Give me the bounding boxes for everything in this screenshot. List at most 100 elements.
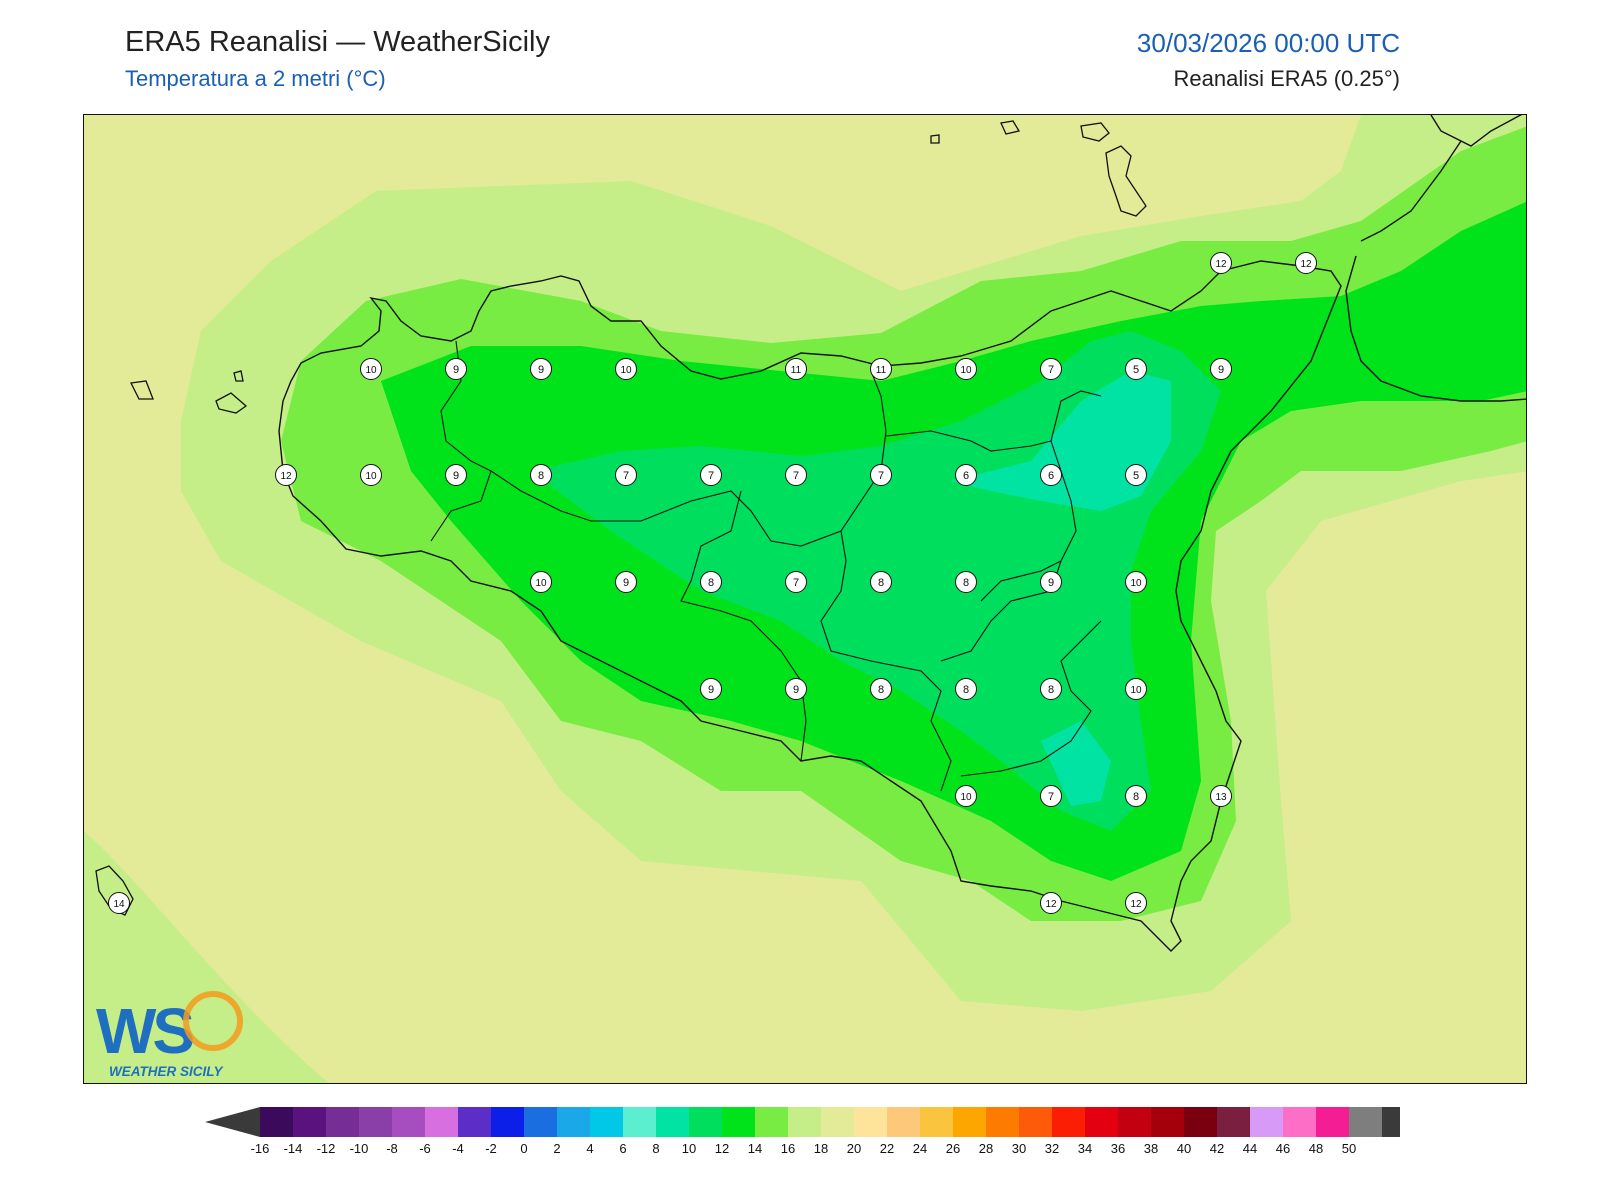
colorbar-segment xyxy=(1151,1107,1185,1137)
station-circle xyxy=(1125,785,1147,807)
station-value: 10 xyxy=(620,365,632,376)
station-value: 6 xyxy=(963,470,969,482)
station-marker: 10 xyxy=(360,358,382,380)
egadi-islands xyxy=(130,370,248,414)
station-value: 9 xyxy=(453,470,459,482)
colorbar-segment xyxy=(359,1107,393,1137)
station-circle xyxy=(700,571,722,593)
colorbar-tick-label: 18 xyxy=(814,1141,828,1156)
colorbar-segment xyxy=(722,1107,756,1137)
station-circle xyxy=(1040,892,1062,914)
station-circle xyxy=(1125,678,1147,700)
colorbar-tick-label: 20 xyxy=(847,1141,861,1156)
colorbar-segment xyxy=(986,1107,1020,1137)
colorbar-segment xyxy=(1349,1107,1383,1137)
station-marker: 9 xyxy=(530,358,552,380)
colorbar-segment xyxy=(887,1107,921,1137)
station-marker: 7 xyxy=(785,571,807,593)
colorbar-segment xyxy=(854,1107,888,1137)
colorbar-segment xyxy=(1250,1107,1284,1137)
colorbar-segment xyxy=(755,1107,789,1137)
station-marker: 5 xyxy=(1125,464,1147,486)
station-marker: 8 xyxy=(955,678,977,700)
station-circle xyxy=(1125,358,1147,380)
colorbar-segment xyxy=(623,1107,657,1137)
station-circle xyxy=(785,678,807,700)
colorbar-tick-label: -2 xyxy=(485,1141,497,1156)
station-circle xyxy=(955,358,977,380)
station-circle xyxy=(1125,464,1147,486)
colorbar-tick-label: 24 xyxy=(913,1141,927,1156)
province-borders xyxy=(430,340,1102,792)
station-value: 7 xyxy=(793,577,799,589)
station-value: 10 xyxy=(365,365,377,376)
station-circle xyxy=(360,358,382,380)
station-circle xyxy=(955,571,977,593)
colorbar-tick-label: 28 xyxy=(979,1141,993,1156)
station-value: 5 xyxy=(1133,364,1139,376)
colorbar-tick-label: 14 xyxy=(748,1141,762,1156)
colorbar-segment xyxy=(458,1107,492,1137)
station-marker: 10 xyxy=(955,785,977,807)
station-circle xyxy=(1040,678,1062,700)
colorbar-tick-label: 48 xyxy=(1309,1141,1323,1156)
station-circle xyxy=(700,678,722,700)
station-marker: 9 xyxy=(615,571,637,593)
station-marker: 8 xyxy=(1125,785,1147,807)
station-marker: 7 xyxy=(870,464,892,486)
station-circle xyxy=(785,358,807,380)
colorbar-tick-label: 38 xyxy=(1144,1141,1158,1156)
station-value: 10 xyxy=(365,471,377,482)
logo-sun-icon xyxy=(183,991,243,1051)
station-circle xyxy=(870,358,892,380)
temp-band-6-south xyxy=(1041,721,1111,806)
colorbar-tick-label: 4 xyxy=(586,1141,593,1156)
station-value: 7 xyxy=(878,470,884,482)
station-value: 8 xyxy=(878,577,884,589)
colorbar-tick-label: 2 xyxy=(553,1141,560,1156)
colorbar-segment xyxy=(1217,1107,1251,1137)
colorbar-under-triangle xyxy=(205,1107,260,1137)
colorbar-segment xyxy=(1382,1107,1416,1137)
valid-datetime: 30/03/2026 00:00 UTC xyxy=(1136,28,1400,58)
station-value: 10 xyxy=(1130,685,1142,696)
colorbar-tick-label: -14 xyxy=(284,1141,303,1156)
colorbar-tick-label: 36 xyxy=(1111,1141,1125,1156)
station-marker: 9 xyxy=(445,464,467,486)
station-value: 10 xyxy=(1130,578,1142,589)
station-value: 12 xyxy=(1300,259,1312,270)
station-circle xyxy=(955,785,977,807)
station-circle xyxy=(1125,571,1147,593)
colorbar-segment xyxy=(689,1107,723,1137)
station-value: 11 xyxy=(876,365,887,376)
station-circle xyxy=(870,678,892,700)
station-value: 7 xyxy=(623,470,629,482)
colorbar-segment xyxy=(491,1107,525,1137)
station-circle xyxy=(530,358,552,380)
station-marker: 12 xyxy=(1210,252,1232,274)
station-value: 9 xyxy=(1048,577,1054,589)
colorbar-tick-label: 8 xyxy=(652,1141,659,1156)
station-circle xyxy=(1040,571,1062,593)
station-value: 8 xyxy=(878,684,884,696)
station-value: 9 xyxy=(708,684,714,696)
station-marker: 13 xyxy=(1210,785,1232,807)
colorbar-tick-label: 22 xyxy=(880,1141,894,1156)
station-circle xyxy=(1040,785,1062,807)
weather-sicily-logo: WS WEATHER SICILY xyxy=(96,991,243,1079)
colorbar-tick-label: 0 xyxy=(520,1141,527,1156)
station-marker: 6 xyxy=(1040,464,1062,486)
station-value: 6 xyxy=(1048,470,1054,482)
colorbar-tick-label: 46 xyxy=(1276,1141,1290,1156)
sicily-coastline xyxy=(278,260,1342,952)
colorbar-segment xyxy=(590,1107,624,1137)
station-marker: 11 xyxy=(870,358,892,380)
station-marker: 9 xyxy=(445,358,467,380)
station-circle xyxy=(1040,464,1062,486)
colorbar-tick-label: 30 xyxy=(1012,1141,1026,1156)
colorbar-tick-label: -12 xyxy=(317,1141,336,1156)
station-value: 10 xyxy=(960,365,972,376)
calabria-coastline xyxy=(1345,115,1526,402)
station-circle xyxy=(360,464,382,486)
colorbar-segment xyxy=(821,1107,855,1137)
